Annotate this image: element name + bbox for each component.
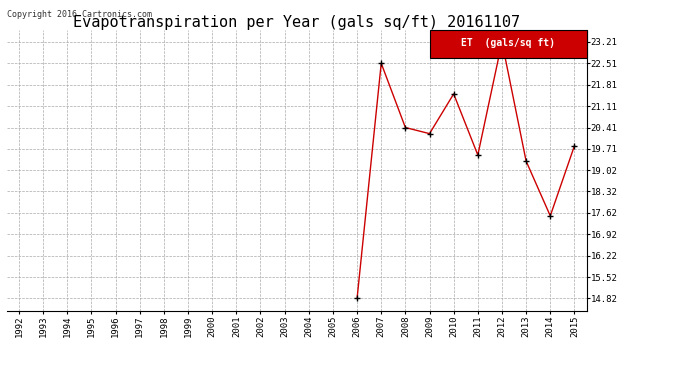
Text: ET  (gals/sq ft): ET (gals/sq ft): [461, 39, 555, 48]
FancyBboxPatch shape: [430, 30, 586, 58]
Text: Copyright 2016 Cartronics.com: Copyright 2016 Cartronics.com: [7, 10, 152, 19]
Text: Evapotranspiration per Year (gals sq/ft) 20161107: Evapotranspiration per Year (gals sq/ft)…: [73, 15, 520, 30]
